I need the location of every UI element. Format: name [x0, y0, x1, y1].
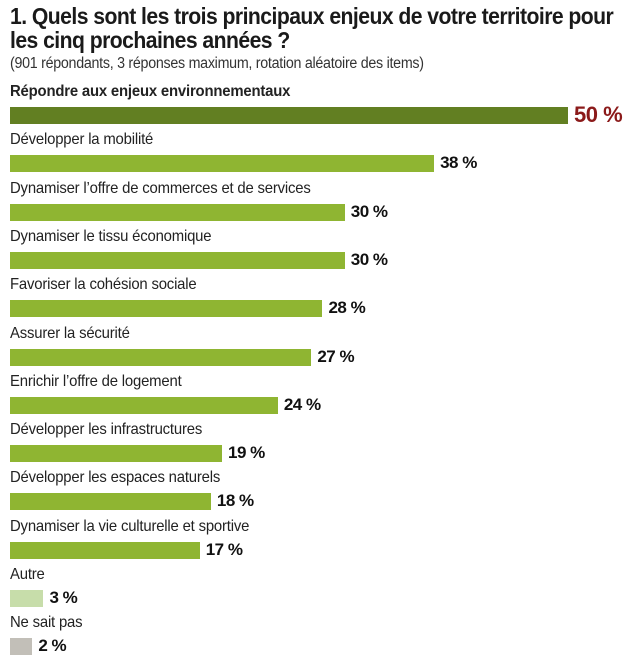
bar	[10, 590, 44, 607]
bar	[10, 300, 323, 318]
bar	[10, 541, 200, 559]
category-label: Favoriser la cohésion sociale	[10, 276, 197, 294]
category-label: Développer la mobilité	[10, 131, 154, 149]
bar	[10, 107, 568, 124]
bar	[10, 251, 345, 269]
value-label: 17 %	[205, 539, 243, 559]
category-label: Dynamiser la vie culturelle et sportive	[10, 517, 250, 535]
value-label: 38 %	[440, 153, 477, 173]
chart-title: 1. Quels sont les trois principaux enjeu…	[10, 3, 614, 53]
bar	[10, 638, 33, 656]
value-label: 3 %	[49, 588, 78, 607]
value-label: 28 %	[328, 298, 366, 318]
bar	[10, 203, 345, 221]
value-label: 30 %	[350, 249, 388, 269]
bar	[10, 155, 435, 173]
category-label: Assurer la sécurité	[10, 324, 130, 342]
value-label: 50 %	[574, 102, 623, 127]
category-label: Développer les infrastructures	[10, 421, 203, 439]
chart-subtitle: (901 répondants, 3 réponses maximum, rot…	[10, 55, 424, 72]
value-label: 30 %	[350, 201, 388, 221]
value-label: 19 %	[228, 443, 265, 463]
bar	[10, 493, 211, 511]
bar	[10, 396, 278, 414]
bar	[10, 445, 223, 463]
category-label: Enrichir l’offre de logement	[10, 372, 182, 390]
bar	[10, 348, 312, 366]
value-label: 2 %	[38, 636, 67, 656]
category-label: Ne sait pas	[10, 614, 83, 632]
category-label: Autre	[10, 566, 45, 583]
category-label: Dynamiser le tissu économique	[10, 227, 212, 245]
value-label: 24 %	[283, 394, 321, 414]
value-label: 18 %	[216, 491, 254, 511]
category-label: Dynamiser l’offre de commerces et de ser…	[10, 179, 311, 197]
category-label: Développer les espaces naturels	[10, 469, 221, 487]
value-label: 27 %	[317, 346, 355, 366]
category-label: Répondre aux enjeux environnementaux	[10, 83, 291, 100]
